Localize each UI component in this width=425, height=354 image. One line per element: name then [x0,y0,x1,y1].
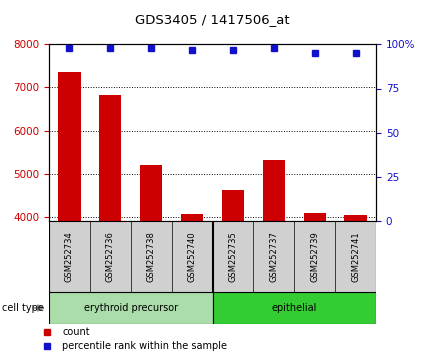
Text: GSM252741: GSM252741 [351,231,360,282]
Bar [222,190,244,221]
Bar [263,160,285,221]
Text: count: count [62,327,90,337]
Bar [49,292,212,324]
Text: GDS3405 / 1417506_at: GDS3405 / 1417506_at [135,13,290,26]
Text: GSM252740: GSM252740 [187,231,196,282]
Bar [344,215,367,221]
Bar [99,95,122,221]
Bar [181,214,203,221]
Text: GSM252736: GSM252736 [106,231,115,282]
Text: GSM252734: GSM252734 [65,231,74,282]
Bar [212,292,376,324]
Text: GSM252737: GSM252737 [269,231,278,282]
Text: epithelial: epithelial [272,303,317,313]
Bar [303,213,326,221]
Text: cell type: cell type [2,303,44,313]
Text: GSM252738: GSM252738 [147,231,156,282]
Text: percentile rank within the sample: percentile rank within the sample [62,342,227,352]
Bar [58,72,81,221]
Text: GSM252739: GSM252739 [310,231,319,282]
Text: erythroid precursor: erythroid precursor [84,303,178,313]
Bar [140,165,162,221]
Text: GSM252735: GSM252735 [229,231,238,282]
